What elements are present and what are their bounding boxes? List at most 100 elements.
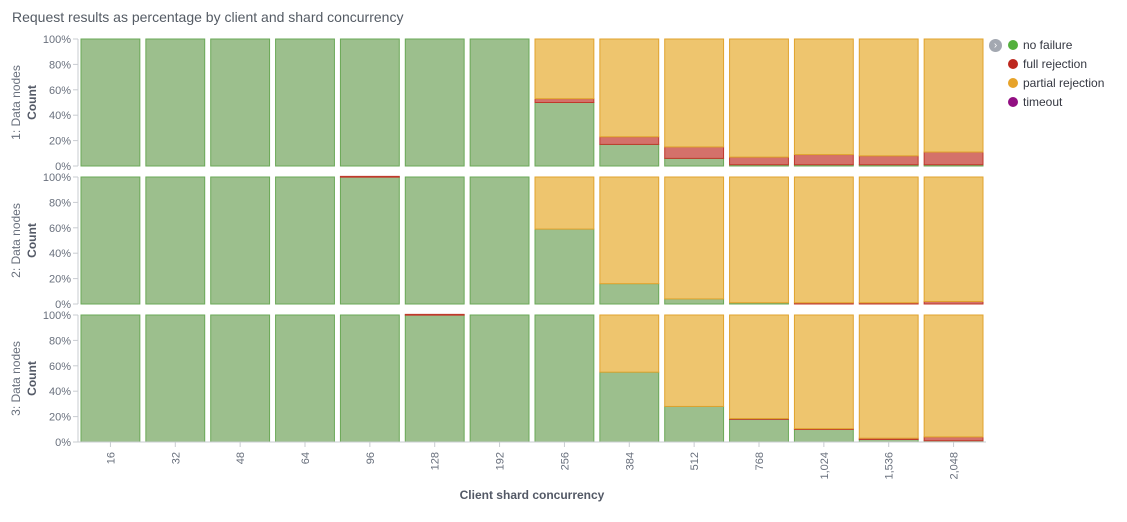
bar-no-failure xyxy=(729,418,789,443)
x-tick-label: 2,048 xyxy=(949,452,961,480)
bar-partial-rejection xyxy=(793,314,854,430)
chevron-right-icon[interactable]: › xyxy=(989,39,1002,52)
x-tick-label: 512 xyxy=(689,452,701,470)
x-tick-label: 384 xyxy=(624,452,636,470)
legend-dot-partial-rejection xyxy=(1008,77,1018,88)
y-tick-label: 100% xyxy=(43,34,71,46)
y-tick-label: 40% xyxy=(49,110,71,122)
bar-no-failure xyxy=(469,314,530,443)
x-tick-label: 96 xyxy=(365,452,377,464)
y-tick-label: 40% xyxy=(49,386,71,398)
legend-label: no failure xyxy=(1023,37,1073,52)
x-axis-label: Client shard concurrency xyxy=(460,488,605,502)
panel-label: 2: Data nodes xyxy=(9,203,23,278)
bar-no-failure xyxy=(404,314,465,443)
y-tick-label: 60% xyxy=(49,361,71,373)
y-tick-label: 20% xyxy=(49,412,71,424)
bar-no-failure xyxy=(404,176,465,305)
bar-partial-rejection xyxy=(858,38,919,157)
x-tick-label: 192 xyxy=(495,452,507,470)
bar-no-failure xyxy=(275,38,335,167)
legend-label: full rejection xyxy=(1023,56,1088,71)
bar-no-failure xyxy=(664,298,725,305)
bar-no-failure xyxy=(339,314,400,443)
legend-label: partial rejection xyxy=(1023,75,1105,90)
x-tick-label: 128 xyxy=(430,452,442,470)
bar-no-failure xyxy=(469,176,530,305)
bar-no-failure xyxy=(275,176,335,305)
legend-item-timeout[interactable]: timeout xyxy=(1008,92,1104,111)
bar-partial-rejection xyxy=(664,38,725,148)
bar-full-rejection xyxy=(599,136,660,145)
y-axis-label: Count xyxy=(25,361,39,396)
bar-partial-rejection xyxy=(534,176,595,230)
x-tick-label: 64 xyxy=(300,452,312,464)
y-tick-label: 100% xyxy=(43,172,71,184)
bar-partial-rejection xyxy=(664,176,725,300)
y-tick-label: 20% xyxy=(49,136,71,148)
bar-no-failure xyxy=(145,314,206,443)
bar-partial-rejection xyxy=(599,176,660,285)
y-tick-label: 80% xyxy=(49,335,71,347)
bar-no-failure xyxy=(210,314,271,443)
bar-full-rejection xyxy=(923,151,984,166)
bar-partial-rejection xyxy=(923,38,984,153)
bar-no-failure xyxy=(339,38,400,167)
y-tick-label: 40% xyxy=(49,248,71,260)
x-tick-label: 768 xyxy=(754,452,766,470)
bar-partial-rejection xyxy=(729,176,789,304)
y-axis-label: Count xyxy=(25,223,39,258)
bar-no-failure xyxy=(275,314,335,443)
bar-no-failure xyxy=(80,176,141,305)
y-tick-label: 80% xyxy=(49,59,71,71)
bar-no-failure xyxy=(145,38,206,167)
bar-no-failure xyxy=(534,314,595,443)
bar-full-rejection xyxy=(664,146,725,159)
bar-full-rejection xyxy=(858,155,919,166)
x-tick-label: 48 xyxy=(235,452,247,464)
bar-partial-rejection xyxy=(793,38,854,156)
legend-label: timeout xyxy=(1023,94,1063,109)
legend-item-partial-rejection[interactable]: partial rejection xyxy=(1008,73,1104,92)
bar-no-failure xyxy=(145,176,206,305)
bar-full-rejection xyxy=(793,154,854,166)
bar-full-rejection xyxy=(404,313,465,316)
legend-item-full-rejection[interactable]: full rejection xyxy=(1008,54,1104,73)
y-axis-label: Count xyxy=(25,85,39,120)
y-tick-label: 100% xyxy=(43,310,71,322)
bar-no-failure xyxy=(534,228,595,305)
bar-partial-rejection xyxy=(599,314,660,373)
y-tick-label: 60% xyxy=(49,85,71,97)
bar-no-failure xyxy=(80,38,141,167)
bar-partial-rejection xyxy=(534,38,595,100)
panel-label: 1: Data nodes xyxy=(9,65,23,140)
y-tick-label: 80% xyxy=(49,197,71,209)
bar-partial-rejection xyxy=(729,38,789,158)
bar-no-failure xyxy=(793,428,854,443)
bar-no-failure xyxy=(599,371,660,443)
bar-partial-rejection xyxy=(858,314,919,439)
bar-full-rejection xyxy=(339,175,400,178)
y-tick-label: 0% xyxy=(55,437,71,449)
legend: no failure full rejection partial reject… xyxy=(1008,35,1104,111)
x-tick-label: 1,536 xyxy=(884,452,896,480)
legend-dot-no-failure xyxy=(1008,39,1018,50)
bar-no-failure xyxy=(339,176,400,305)
bar-partial-rejection xyxy=(923,176,984,302)
legend-item-no-failure[interactable]: no failure xyxy=(1008,35,1104,54)
bar-full-rejection xyxy=(729,156,789,166)
bar-no-failure xyxy=(664,405,725,443)
x-tick-label: 1,024 xyxy=(819,452,831,480)
panel-label: 3: Data nodes xyxy=(9,341,23,416)
legend-dot-timeout xyxy=(1008,96,1018,107)
legend-dot-full-rejection xyxy=(1008,58,1018,69)
bar-no-failure xyxy=(210,176,271,305)
bar-full-rejection xyxy=(923,436,984,442)
x-tick-label: 256 xyxy=(559,452,571,470)
bar-no-failure xyxy=(599,283,660,305)
y-tick-label: 20% xyxy=(49,274,71,286)
bar-partial-rejection xyxy=(858,176,919,304)
bar-no-failure xyxy=(664,157,725,167)
bar-partial-rejection xyxy=(923,314,984,438)
